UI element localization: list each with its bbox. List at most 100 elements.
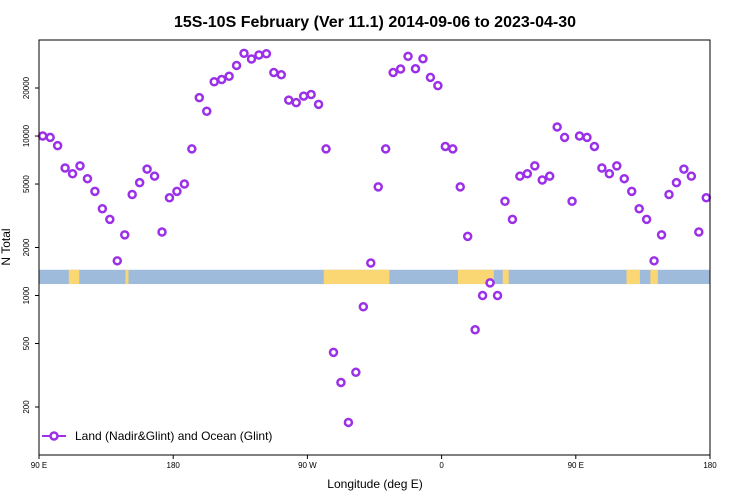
data-point xyxy=(485,278,495,288)
data-point xyxy=(343,417,354,428)
data-point xyxy=(97,203,108,214)
data-point xyxy=(328,347,339,358)
land-band xyxy=(125,269,129,285)
data-point xyxy=(306,89,316,100)
data-point xyxy=(105,214,115,225)
data-point xyxy=(664,189,674,200)
data-point xyxy=(656,230,667,240)
data-point xyxy=(231,60,242,71)
y-tick-label: 200 xyxy=(22,400,31,414)
data-point xyxy=(701,193,712,203)
data-point xyxy=(433,80,443,91)
data-point xyxy=(425,72,436,83)
data-point xyxy=(67,169,78,179)
data-point xyxy=(440,141,451,152)
legend: Land (Nadir&Glint) and Ocean (Glint) xyxy=(42,429,272,443)
data-point xyxy=(187,144,197,154)
data-point xyxy=(179,179,190,189)
data-point xyxy=(37,131,48,141)
data-point xyxy=(492,290,503,301)
data-point xyxy=(172,186,182,197)
data-point xyxy=(202,106,212,116)
data-point xyxy=(574,131,585,141)
data-point xyxy=(448,144,458,154)
data-point xyxy=(366,258,376,268)
data-point xyxy=(530,161,540,171)
data-point xyxy=(269,67,279,78)
legend-marker xyxy=(49,431,59,441)
data-point xyxy=(216,74,227,85)
x-axis-label: Longitude (deg E) xyxy=(327,477,422,491)
data-point xyxy=(157,227,167,237)
data-point xyxy=(194,92,205,103)
data-point xyxy=(276,70,287,80)
y-tick-label: 500 xyxy=(22,336,31,350)
x-tick-label: 90 E xyxy=(31,461,47,470)
y-tick-label: 2000 xyxy=(22,238,31,256)
data-point xyxy=(209,76,219,87)
data-point xyxy=(284,95,294,105)
x-tick-label: 90 E xyxy=(568,461,584,470)
data-point xyxy=(470,324,480,335)
land-band xyxy=(626,269,640,285)
x-tick-label: 90 W xyxy=(298,461,317,470)
y-tick-label: 5000 xyxy=(22,175,31,193)
data-point xyxy=(626,186,637,197)
data-point xyxy=(589,141,600,152)
data-point xyxy=(254,50,264,60)
data-point xyxy=(634,203,644,214)
data-point xyxy=(45,132,55,143)
plot-frame xyxy=(38,39,711,456)
data-point xyxy=(52,140,63,151)
data-point xyxy=(291,97,301,108)
chart-title: 15S-10S February (Ver 11.1) 2014-09-06 t… xyxy=(174,14,576,31)
data-point xyxy=(90,186,100,197)
data-point xyxy=(477,290,488,301)
data-point xyxy=(82,173,93,184)
data-point xyxy=(119,230,130,240)
data-point xyxy=(75,161,85,171)
data-point xyxy=(380,144,391,154)
data-point xyxy=(544,171,555,181)
data-point xyxy=(127,189,137,200)
x-axis: 90 E 180 90 W 0 90 E 180 xyxy=(31,455,717,470)
y-tick-label: 1000 xyxy=(22,286,31,304)
data-point xyxy=(395,64,406,74)
data-point xyxy=(537,175,547,185)
y-tick-label: 10000 xyxy=(22,124,31,147)
data-point xyxy=(298,91,309,101)
data-point xyxy=(351,367,361,378)
data-point xyxy=(261,48,272,59)
data-point xyxy=(358,302,369,312)
y-tick-label: 20000 xyxy=(22,76,31,99)
data-point xyxy=(418,54,428,64)
data-point xyxy=(522,169,533,179)
data-point xyxy=(679,164,689,174)
data-point xyxy=(559,132,570,143)
data-point xyxy=(500,196,510,206)
data-point xyxy=(403,51,413,62)
data-point xyxy=(649,256,659,266)
data-point xyxy=(164,193,175,203)
data-point xyxy=(507,214,518,225)
data-point xyxy=(149,171,160,181)
land-band xyxy=(323,269,390,285)
surface-band xyxy=(39,269,710,285)
data-point xyxy=(567,196,577,206)
data-point xyxy=(552,122,562,132)
data-point xyxy=(462,231,473,242)
land-band xyxy=(650,269,658,285)
x-tick-label: 180 xyxy=(703,461,717,470)
land-band xyxy=(502,269,509,285)
data-points xyxy=(37,48,712,428)
land-band xyxy=(68,269,80,285)
data-point xyxy=(641,214,652,225)
data-point xyxy=(604,169,615,179)
x-tick-label: 180 xyxy=(167,461,181,470)
data-point xyxy=(112,256,123,266)
data-point xyxy=(694,227,704,237)
data-point xyxy=(321,144,331,154)
legend-label: Land (Nadir&Glint) and Ocean (Glint) xyxy=(75,429,272,443)
data-point xyxy=(597,163,607,173)
